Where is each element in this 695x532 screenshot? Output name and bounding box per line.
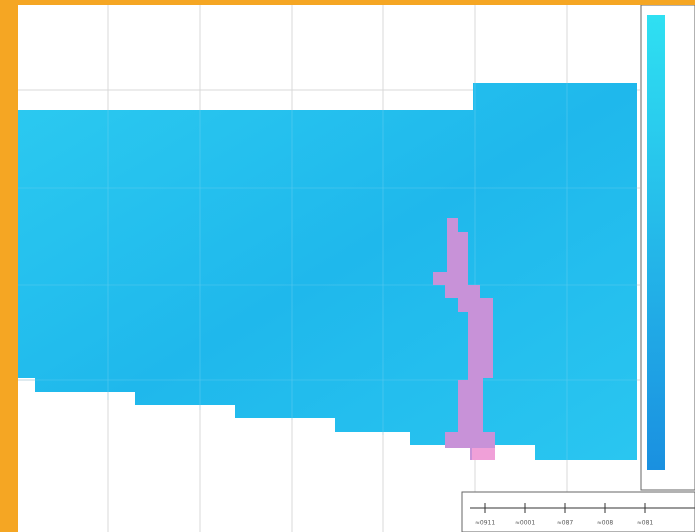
scale-label: ≈081 [637, 520, 654, 527]
field-grid [18, 83, 637, 460]
scale-label: ≈0911 [475, 520, 495, 527]
scale-label: ≈0001 [515, 520, 535, 527]
scale-label: ≈008 [597, 520, 614, 527]
scale-label: ≈087 [557, 520, 574, 527]
anomaly-region [433, 218, 495, 460]
color-bar [647, 15, 665, 470]
scale-box [461, 491, 695, 532]
anomaly-cell [472, 448, 495, 460]
frame-left [0, 0, 18, 532]
scale-ticks [484, 503, 646, 513]
frame-top [0, 0, 695, 5]
